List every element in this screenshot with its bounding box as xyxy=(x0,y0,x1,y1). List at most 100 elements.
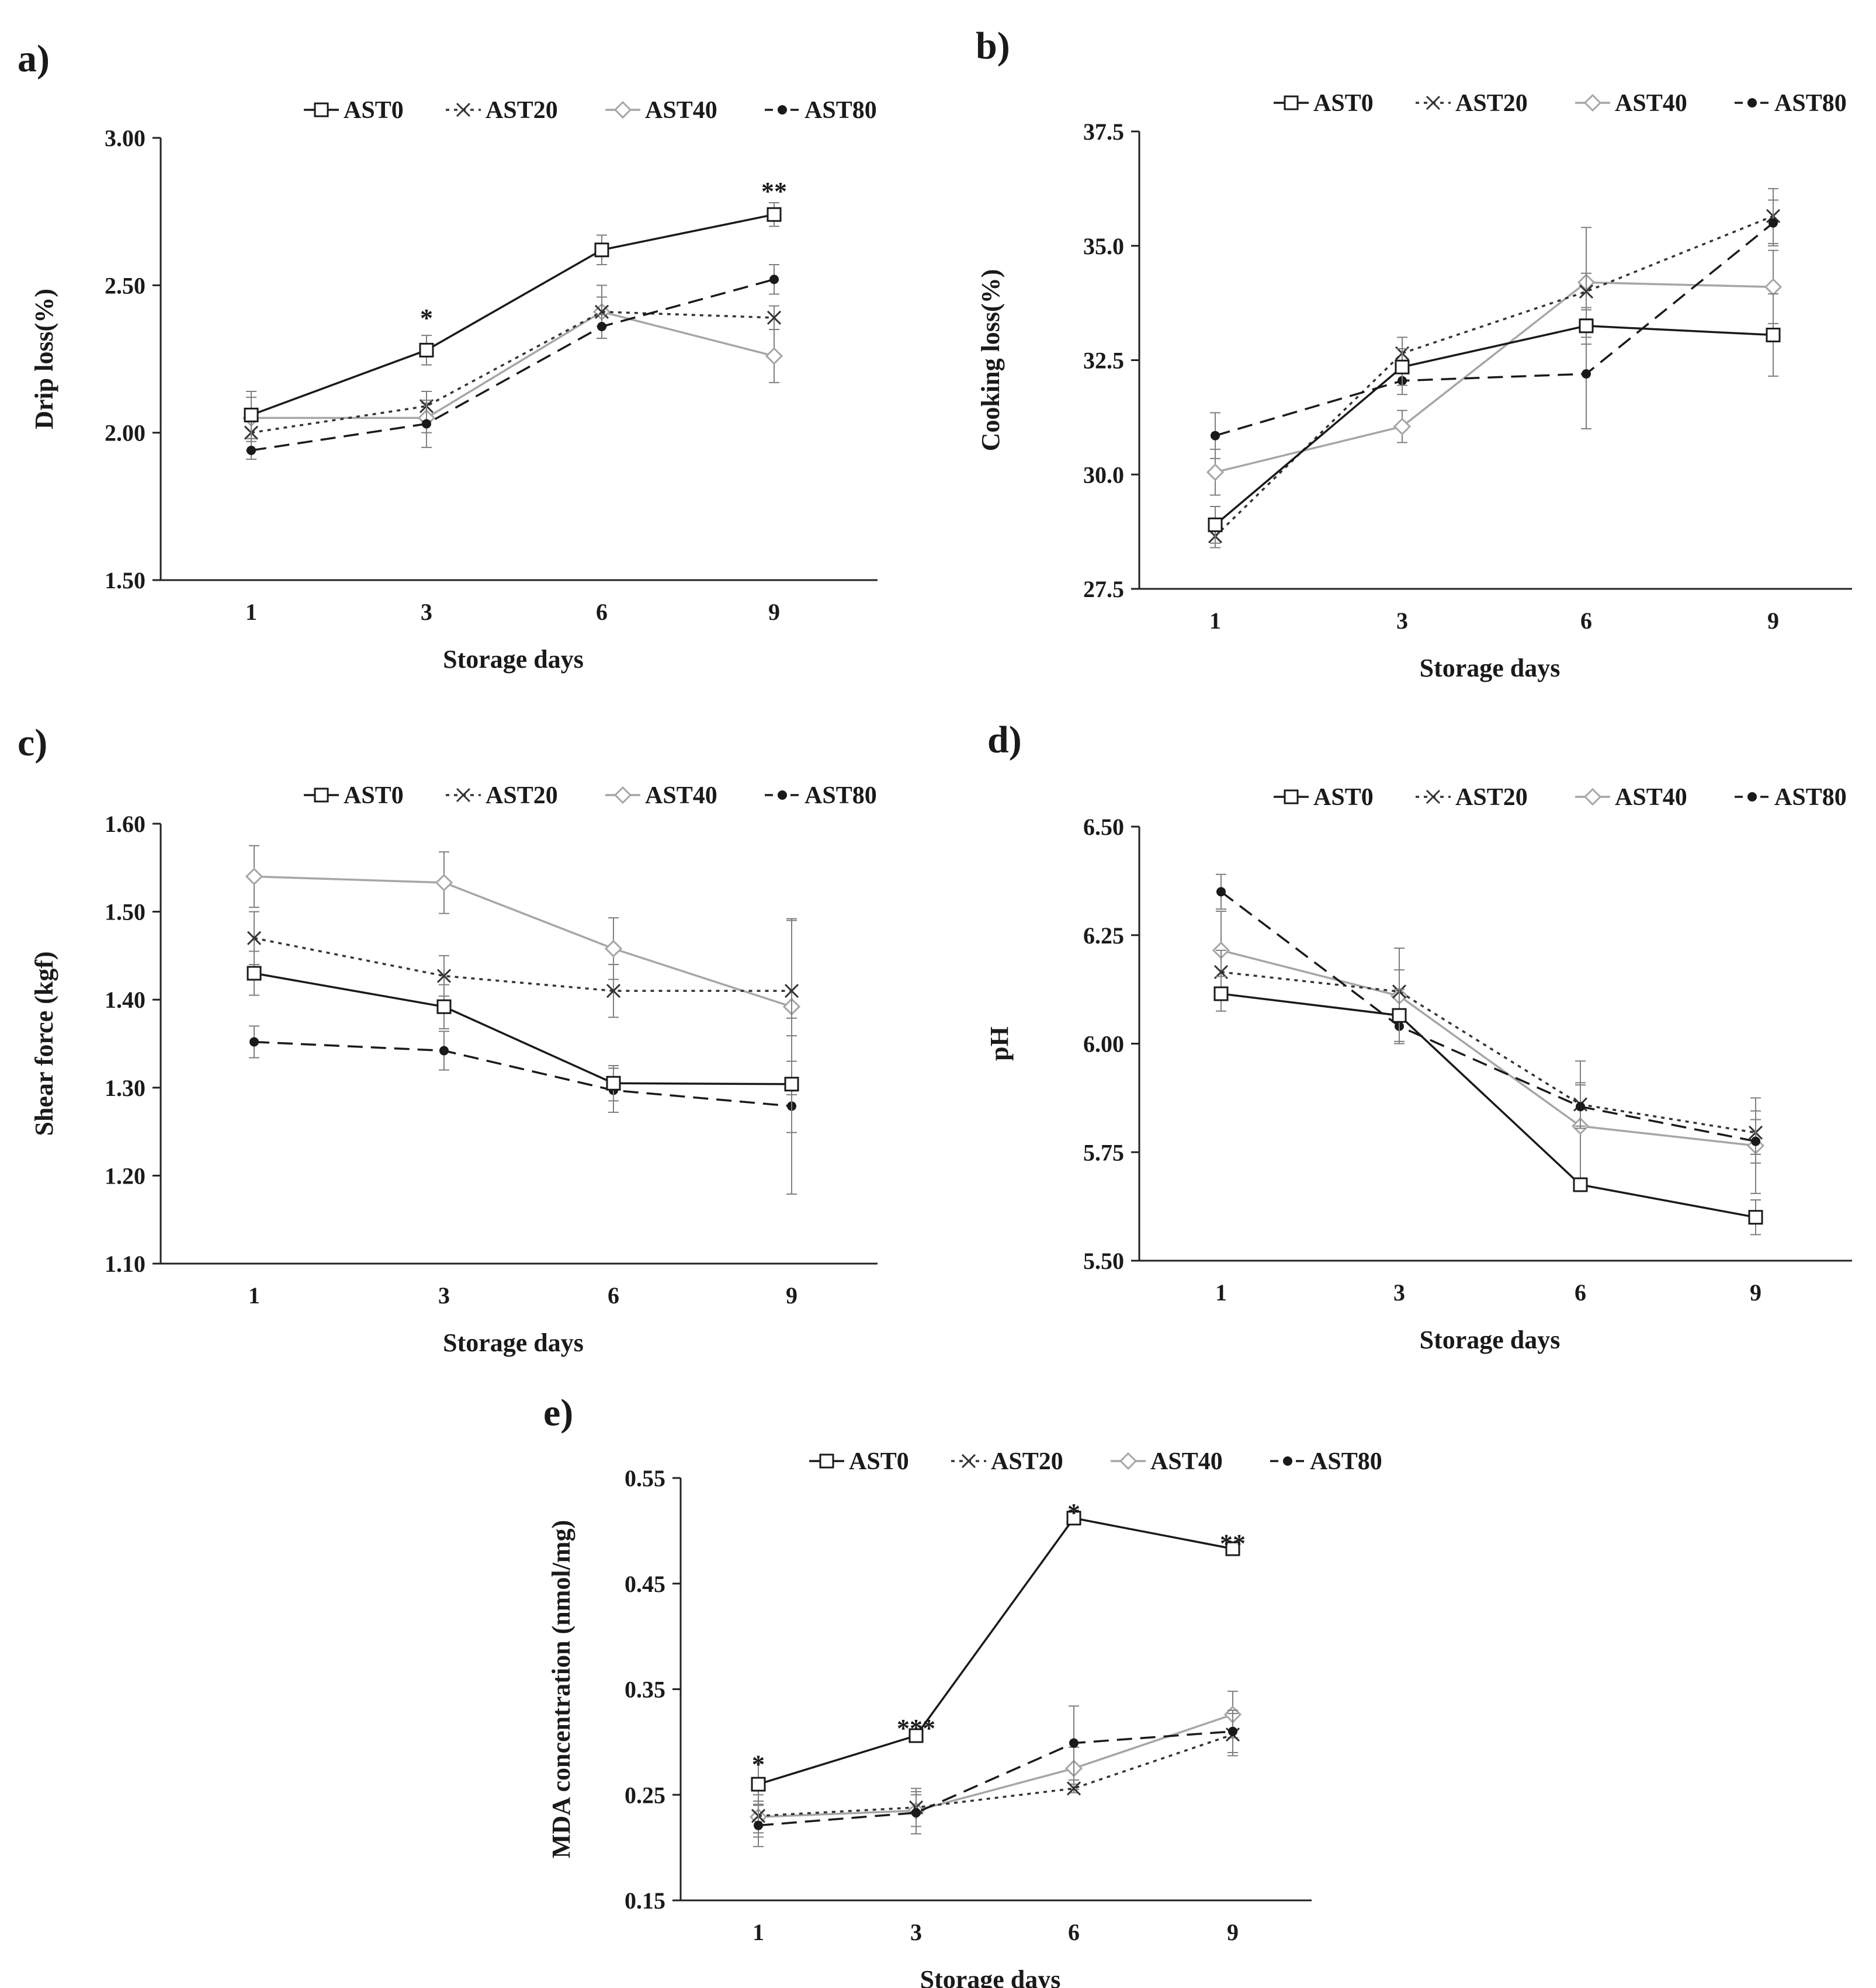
series-line xyxy=(758,1730,1233,1827)
y-tick-label: 1.60 xyxy=(105,811,145,837)
significance-marker: * xyxy=(752,1750,765,1778)
y-tick-label: 1.10 xyxy=(105,1251,145,1277)
series-line xyxy=(1214,215,1774,537)
y-tick-label: 0.25 xyxy=(625,1782,665,1808)
data-point xyxy=(247,445,256,455)
legend-marker xyxy=(1284,95,1299,110)
legend-item-ast0: AST0 xyxy=(809,1448,909,1475)
data-point xyxy=(1582,369,1591,379)
legend-label: AST20 xyxy=(991,1448,1063,1475)
data-point xyxy=(1069,1738,1079,1748)
y-tick-label: 35.0 xyxy=(1083,233,1124,259)
legend-item-ast80: AST80 xyxy=(765,782,877,809)
y-axis-title: Drip loss(%) xyxy=(30,289,58,429)
x-tick-label: 6 xyxy=(608,1282,619,1309)
y-axis-title: pH xyxy=(985,1026,1014,1061)
panel-label: d) xyxy=(987,719,1022,761)
data-point xyxy=(1573,1177,1588,1192)
legend-label: AST0 xyxy=(849,1448,909,1475)
data-point xyxy=(419,342,434,358)
data-point xyxy=(1579,284,1594,299)
series-line xyxy=(758,1733,1233,1817)
series-ast40 xyxy=(1212,910,1765,1194)
x-tick-label: 1 xyxy=(1215,1279,1227,1306)
legend-item-ast80: AST80 xyxy=(765,97,877,124)
y-tick-label: 5.75 xyxy=(1083,1139,1124,1165)
data-point xyxy=(1766,327,1781,342)
data-point xyxy=(1206,463,1225,481)
legend-label: AST20 xyxy=(486,97,558,124)
data-point xyxy=(1748,1210,1763,1225)
series-ast20 xyxy=(751,1713,1240,1838)
legend-item-ast0: AST0 xyxy=(304,97,404,124)
legend-item-ast40: AST40 xyxy=(1575,784,1687,811)
y-tick-label: 2.00 xyxy=(105,420,145,446)
legend-item-ast80: AST80 xyxy=(1735,90,1847,117)
data-point xyxy=(1228,1726,1237,1736)
series-ast40 xyxy=(245,845,801,1095)
series-ast80 xyxy=(753,1705,1238,1847)
y-tick-label: 0.45 xyxy=(625,1571,665,1597)
y-tick-label: 1.50 xyxy=(105,899,145,925)
series-line xyxy=(251,310,775,419)
x-axis-title: Storage days xyxy=(443,645,584,674)
data-point xyxy=(244,407,259,422)
x-tick-label: 9 xyxy=(1750,1279,1761,1306)
legend-item-ast0: AST0 xyxy=(1274,784,1374,811)
legend-label: AST40 xyxy=(645,782,717,809)
data-point xyxy=(606,984,621,998)
legend-label: AST0 xyxy=(344,97,404,124)
data-point xyxy=(436,969,452,983)
x-tick-label: 3 xyxy=(910,1919,922,1945)
series-line xyxy=(251,310,775,434)
x-axis-title: Storage days xyxy=(920,1965,1061,1988)
series-line xyxy=(251,213,775,417)
legend-item-ast20: AST20 xyxy=(1416,784,1528,811)
legend-marker xyxy=(1583,93,1602,112)
legend-label: AST0 xyxy=(1313,90,1374,117)
legend-marker xyxy=(1426,95,1441,110)
x-tick-label: 3 xyxy=(421,599,432,625)
legend-marker xyxy=(778,790,787,800)
legend: AST0 AST20 AST40 AST80 xyxy=(1274,784,1847,811)
y-tick-label: 1.40 xyxy=(105,987,145,1013)
legend-label: AST20 xyxy=(1455,90,1528,117)
data-point xyxy=(1225,1541,1240,1556)
x-tick-label: 9 xyxy=(786,1282,797,1309)
series-line xyxy=(254,972,792,1085)
y-tick-label: 6.00 xyxy=(1083,1031,1124,1057)
y-tick-label: 32.5 xyxy=(1083,348,1124,374)
y-tick-label: 6.50 xyxy=(1083,814,1124,840)
y-axis-title: MDA concentration (nmol/mg) xyxy=(547,1520,575,1858)
data-point xyxy=(784,1077,799,1092)
legend-label: AST80 xyxy=(805,782,877,809)
legend-label: AST40 xyxy=(645,97,717,124)
legend-marker xyxy=(1284,789,1299,804)
series-line xyxy=(1215,222,1774,437)
x-tick-label: 9 xyxy=(1767,608,1779,634)
data-point xyxy=(249,1037,259,1047)
data-point xyxy=(1768,218,1778,228)
data-point xyxy=(1393,417,1412,436)
data-point xyxy=(754,1820,763,1830)
y-tick-label: 5.50 xyxy=(1083,1248,1124,1274)
y-tick-label: 2.50 xyxy=(105,272,145,299)
legend-marker xyxy=(961,1453,976,1469)
series-ast20 xyxy=(1213,949,1763,1155)
series-line xyxy=(254,937,792,992)
series-ast0 xyxy=(247,950,799,1133)
series-line xyxy=(1215,281,1774,474)
significance-marker: *** xyxy=(897,1714,935,1743)
panel-label: b) xyxy=(976,25,1010,67)
y-axis-title: Shear force (kgf) xyxy=(30,951,58,1136)
data-point xyxy=(1579,318,1594,334)
series-line xyxy=(758,1517,1233,1785)
legend-marker xyxy=(314,787,329,803)
data-point xyxy=(422,419,431,429)
data-point xyxy=(1213,986,1229,1001)
x-tick-label: 1 xyxy=(753,1919,764,1945)
panel-e: e) 0.15 0.25 0.35 0.45 0.55 1 3 6 9 Storage days MD… xyxy=(543,1392,1382,1988)
data-point xyxy=(1395,359,1410,374)
legend: AST0 AST20 AST40 AST80 xyxy=(304,782,877,809)
